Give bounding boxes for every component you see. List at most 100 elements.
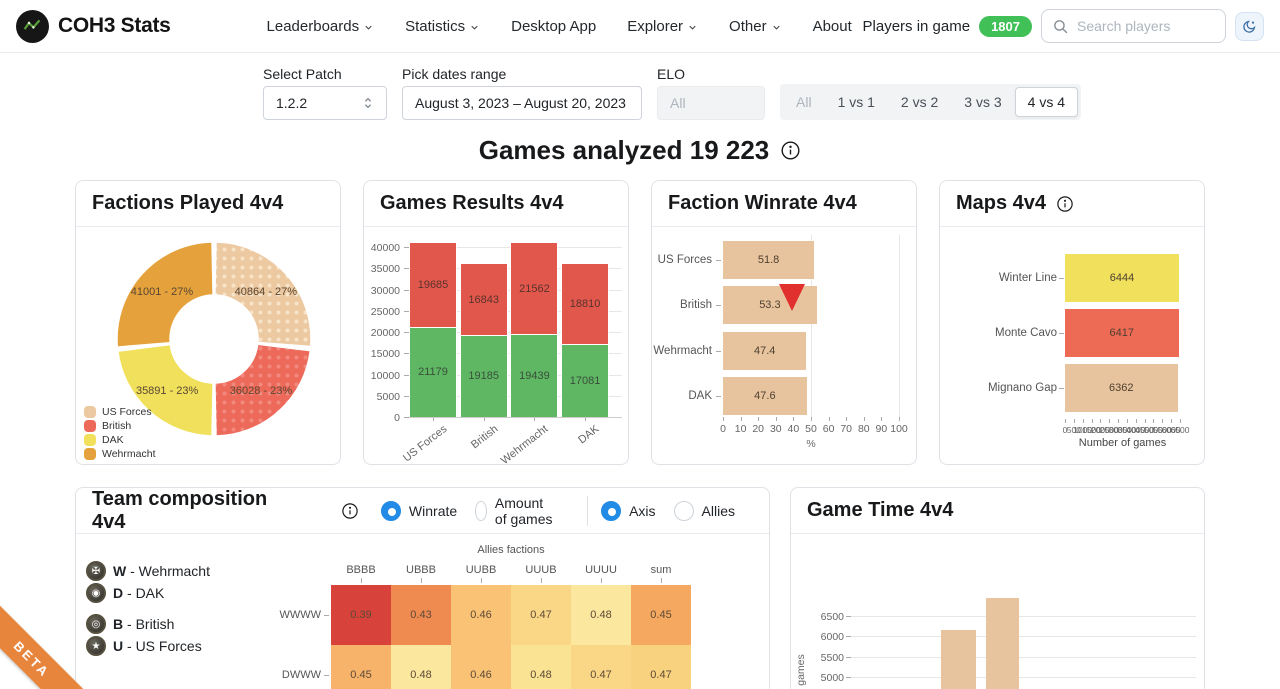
radio-amount-of-games-icon[interactable] xyxy=(475,500,487,521)
radio-winrate[interactable]: Winrate xyxy=(380,500,457,521)
legend-item-us-forces[interactable]: US Forces xyxy=(84,406,156,418)
heatmap-cell-wwww-bbbb[interactable]: 0.39 xyxy=(331,585,391,645)
wins-bar-wehrmacht[interactable]: 19439 xyxy=(511,334,558,417)
heatmap-cell-wwww-uubb[interactable]: 0.46 xyxy=(451,585,511,645)
team-composition-info-icon[interactable] xyxy=(341,502,359,520)
mode-option-all[interactable]: All xyxy=(796,94,812,110)
losses-bar-dak[interactable]: 18810 xyxy=(562,264,609,345)
wins-bar-british[interactable]: 19185 xyxy=(460,335,507,417)
heatmap-col-uubb: UUBB xyxy=(465,564,497,576)
heatmap-cell-wwww-uuuu[interactable]: 0.48 xyxy=(571,585,631,645)
patch-select[interactable]: 1.2.2 xyxy=(263,86,387,120)
x-axis-tick: 80 xyxy=(857,423,870,435)
heatmap-cell-dwww-ubbb[interactable]: 0.48 xyxy=(391,645,451,689)
x-axis-category: Wehrmacht xyxy=(499,423,551,465)
date-range-input[interactable] xyxy=(415,95,629,111)
map-bar-winter-line[interactable]: 6444 xyxy=(1065,254,1179,302)
mode-option-2-vs-2[interactable]: 2 vs 2 xyxy=(900,94,939,110)
radio-allies-icon[interactable] xyxy=(673,500,694,521)
mode-option-4-vs-4[interactable]: 4 vs 4 xyxy=(1014,87,1078,117)
winrate-category: DAK xyxy=(688,389,712,402)
wins-bar-dak[interactable]: 17081 xyxy=(562,344,609,417)
x-axis-tick: 20 xyxy=(752,423,765,435)
nav-item-leaderboards[interactable]: Leaderboards xyxy=(267,18,375,35)
maps-x-tick: 0 xyxy=(1062,425,1068,435)
legend-item-british[interactable]: British xyxy=(84,420,156,432)
pie-slice-british[interactable] xyxy=(214,343,312,437)
heatmap-cell-wwww-ubbb[interactable]: 0.43 xyxy=(391,585,451,645)
dark-mode-toggle-button[interactable] xyxy=(1235,11,1264,41)
heatmap-cell-dwww-uuuu[interactable]: 0.47 xyxy=(571,645,631,689)
heatmap-cell-dwww-uubb[interactable]: 0.46 xyxy=(451,645,511,689)
maps-info-icon[interactable] xyxy=(1056,195,1074,213)
heatmap-cell-wwww-sum[interactable]: 0.45 xyxy=(631,585,691,645)
winrate-bar-us-forces[interactable]: 51.8 xyxy=(723,241,815,279)
x-axis-label: % xyxy=(806,438,816,450)
map-bar-monte-cavo[interactable]: 6417 xyxy=(1065,309,1179,357)
radio-allies[interactable]: Allies xyxy=(673,500,735,521)
radio-winrate-icon[interactable] xyxy=(380,500,401,521)
heatmap-col-sum: sum xyxy=(650,564,672,576)
maps-x-tick: 2500 xyxy=(1099,425,1119,435)
winrate-category: US Forces xyxy=(657,254,712,266)
search-input[interactable] xyxy=(1077,18,1215,34)
patch-filter-label: Select Patch xyxy=(263,66,342,82)
radio-axis[interactable]: Axis xyxy=(601,500,656,521)
chevron-down-icon xyxy=(471,25,478,30)
heatmap-cell-wwww-uuub[interactable]: 0.47 xyxy=(511,585,571,645)
maps-x-tick: 2000 xyxy=(1090,425,1110,435)
allies-factions-label: Allies factions xyxy=(477,544,545,556)
losses-bar-wehrmacht[interactable]: 21562 xyxy=(511,242,558,335)
faction-winrate-title: Faction Winrate 4v4 xyxy=(668,192,857,214)
winrate-marker-icon xyxy=(778,284,805,312)
losses-bar-british[interactable]: 16843 xyxy=(460,263,507,336)
heatmap-row-dwww: DWWW xyxy=(281,669,321,681)
x-axis-tick: 30 xyxy=(769,423,782,435)
nav-item-label: Leaderboards xyxy=(266,17,360,35)
search-players-box[interactable] xyxy=(1041,9,1226,43)
pie-slice-us-forces[interactable] xyxy=(214,241,312,348)
mode-option-1-vs-1[interactable]: 1 vs 1 xyxy=(837,94,875,110)
mode-option-3-vs-3[interactable]: 3 vs 3 xyxy=(964,94,1002,110)
nav-item-desktop-app[interactable]: Desktop App xyxy=(511,18,596,35)
faction-winrate-card: Faction Winrate 4v4 US Forces 51.8 British… xyxy=(651,180,917,465)
heatmap-cell-dwww-sum[interactable]: 0.47 xyxy=(631,645,691,689)
faction-legend-british: ◎ B - British xyxy=(86,614,174,634)
winrate-bar-wehrmacht[interactable]: 47.4 xyxy=(723,331,807,370)
pie-legend: US Forces British DAK Wehrmacht xyxy=(84,406,156,460)
filters-bar: Select Patch 1.2.2 Pick dates range ELO … xyxy=(263,66,1280,120)
nav-item-other[interactable]: Other xyxy=(729,18,782,35)
faction-legend-us-forces: ★ U - US Forces xyxy=(86,636,202,656)
map-bar-mignano-gap[interactable]: 6362 xyxy=(1065,364,1178,412)
nav-item-explorer[interactable]: Explorer xyxy=(627,18,698,35)
pie-slice-label: 36028 - 23% xyxy=(229,384,293,397)
brand[interactable]: COH3 Stats xyxy=(16,9,171,43)
game-time-bar[interactable] xyxy=(941,630,976,689)
pie-slice-wehrmacht[interactable] xyxy=(116,241,214,348)
radio-amount-of-games[interactable]: Amount of games xyxy=(475,495,554,527)
game-time-bar[interactable] xyxy=(986,597,1019,689)
nav-item-about[interactable]: About xyxy=(813,18,852,35)
game-time-card: Game Time 4v4 650060005500500045004000ga… xyxy=(790,487,1205,689)
losses-bar-us-forces[interactable]: 19685 xyxy=(410,243,456,327)
pie-slice-dak[interactable] xyxy=(116,343,214,437)
nav-item-statistics[interactable]: Statistics xyxy=(405,18,480,35)
y-axis-tick: 30000 xyxy=(370,284,400,297)
heatmap-cell-dwww-uuub[interactable]: 0.48 xyxy=(511,645,571,689)
top-navbar: COH3 Stats Leaderboards Statistics Desktop… xyxy=(0,0,1280,53)
heatmap-col-ubbb: UBBB xyxy=(406,564,436,576)
gt-y-tick: 6500 xyxy=(820,611,844,623)
wins-bar-us-forces[interactable]: 21179 xyxy=(410,326,456,417)
legend-item-wehrmacht[interactable]: Wehrmacht xyxy=(84,448,156,460)
patch-select-value: 1.2.2 xyxy=(276,95,308,111)
heatmap-cell-dwww-bbbb[interactable]: 0.45 xyxy=(331,645,391,689)
winrate-bar-dak[interactable]: 47.6 xyxy=(723,376,807,415)
info-icon[interactable] xyxy=(780,140,801,161)
radio-axis-icon[interactable] xyxy=(601,500,622,521)
maps-chart: Winter Line 6444 Monte Cavo 6417 Mignano Gap… xyxy=(940,227,1204,464)
x-axis-category: US Forces xyxy=(401,423,450,465)
games-results-card: Games Results 4v4 0 5000 10000 15000 20000 25… xyxy=(363,180,629,465)
date-range-picker[interactable] xyxy=(402,86,642,120)
maps-x-tick: 1000 xyxy=(1073,425,1093,435)
legend-item-dak[interactable]: DAK xyxy=(84,434,156,446)
